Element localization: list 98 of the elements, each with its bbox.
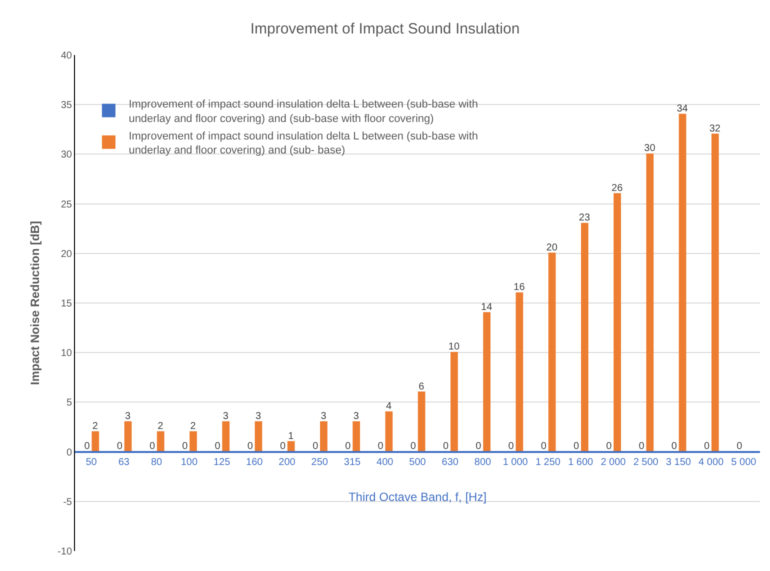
chart-title: Improvement of Impact Sound Insulation (250, 20, 520, 38)
bar (580, 222, 588, 453)
data-label: 0 (410, 440, 416, 452)
bar (450, 352, 458, 453)
y-tick-label: 15 (60, 298, 72, 310)
data-label: 0 (638, 440, 645, 452)
data-label: 4 (386, 401, 392, 412)
x-tick-label: 1 600 (568, 456, 594, 468)
bar (156, 431, 164, 453)
data-label: 0 (736, 440, 743, 452)
data-label: 30 (644, 143, 656, 154)
data-label: 3 (255, 411, 262, 422)
data-label: 0 (574, 440, 580, 452)
x-tick-label: 200 (278, 456, 296, 468)
data-label: 0 (443, 440, 450, 452)
data-label: 0 (671, 440, 678, 452)
data-label: 20 (546, 242, 558, 254)
bar (385, 411, 393, 453)
x-tick-label: 5 000 (731, 456, 757, 468)
x-tick-label: 100 (180, 456, 198, 468)
data-label: 0 (182, 440, 188, 452)
bar (711, 134, 719, 453)
data-label: 34 (676, 104, 688, 115)
bar (92, 431, 100, 453)
x-tick-label: 400 (376, 456, 394, 468)
x-axis-title: Third Octave Band, f, [Hz] (348, 490, 487, 504)
x-tick-label: 315 (344, 456, 362, 468)
x-tick-label: 4 000 (698, 456, 724, 468)
bar (352, 421, 360, 453)
y-tick-label: 25 (60, 199, 72, 210)
data-label: 2 (190, 420, 196, 432)
data-label: 0 (378, 440, 384, 452)
data-label: 3 (320, 411, 327, 422)
y-tick-label: 0 (66, 447, 72, 458)
bar (516, 292, 524, 453)
bar (548, 252, 556, 453)
bar (418, 392, 426, 453)
data-label: 26 (612, 182, 624, 194)
data-label: 1 (288, 430, 294, 442)
data-label: 0 (476, 440, 482, 452)
data-label: 0 (280, 440, 286, 452)
bar (320, 421, 328, 453)
y-tick-label: 10 (60, 348, 72, 360)
y-axis-title: Impact Noise Reduction [dB] (28, 220, 42, 386)
data-label: 0 (214, 440, 221, 452)
y-tick-label: 35 (60, 100, 72, 112)
y-tick-label: -5 (63, 496, 72, 508)
x-tick-label: 80 (150, 456, 163, 468)
data-label: 0 (116, 440, 123, 452)
x-tick-label: 630 (442, 456, 459, 468)
y-tick-label: 5 (66, 398, 72, 409)
data-label: 0 (508, 440, 514, 452)
bar (287, 441, 295, 453)
bar (124, 421, 132, 453)
data-label: 3 (353, 411, 360, 422)
x-tick-label: 50 (86, 456, 98, 468)
data-label: 10 (448, 342, 460, 353)
bar (678, 114, 686, 453)
data-label: 14 (481, 302, 493, 313)
bar (483, 312, 490, 453)
x-tick-label: 500 (409, 456, 426, 468)
data-label: 0 (606, 440, 612, 452)
y-tick-label: -10 (58, 546, 72, 558)
bar (222, 421, 230, 453)
x-tick-label: 125 (213, 456, 231, 468)
data-label: 0 (247, 440, 254, 452)
x-tick-label: 63 (118, 456, 130, 468)
data-label: 0 (704, 440, 710, 452)
data-label: 0 (540, 440, 547, 452)
y-tick-label: 30 (60, 150, 72, 161)
data-label: 6 (418, 381, 425, 392)
y-tick-label: 40 (60, 50, 72, 62)
data-label: 3 (125, 411, 132, 422)
bar (646, 153, 654, 453)
x-tick-label: 2 000 (600, 456, 626, 468)
data-label: 0 (149, 440, 156, 452)
y-tick-label: 20 (60, 248, 72, 260)
x-tick-label: 250 (311, 456, 328, 468)
data-label: 2 (158, 420, 164, 432)
x-tick-label: 3 150 (666, 456, 692, 468)
x-tick-label: 160 (246, 456, 264, 468)
data-label: 16 (514, 282, 526, 294)
bar (254, 421, 262, 453)
bar (614, 193, 621, 453)
data-label: 2 (92, 420, 98, 432)
x-tick-label: 800 (474, 456, 492, 468)
x-tick-label: 1 000 (502, 456, 528, 468)
data-label: 0 (84, 440, 90, 452)
data-label: 3 (222, 411, 229, 422)
data-label: 0 (312, 440, 319, 452)
data-label: 32 (709, 123, 721, 134)
legend-label: Improvement of impact sound insulation delta L between (sub-base with underlay and floor covering) and (sub-base with floor covering) (128, 98, 478, 125)
legend-label: Improvement of impact sound insulation delta L between (sub-base with underlay and floor covering) and (sub- base) (128, 130, 478, 157)
bar (190, 431, 197, 453)
x-tick-label: 2 500 (633, 456, 659, 468)
data-label: 23 (578, 212, 590, 224)
data-label: 0 (345, 440, 352, 452)
x-tick-label: 1 250 (535, 456, 561, 468)
